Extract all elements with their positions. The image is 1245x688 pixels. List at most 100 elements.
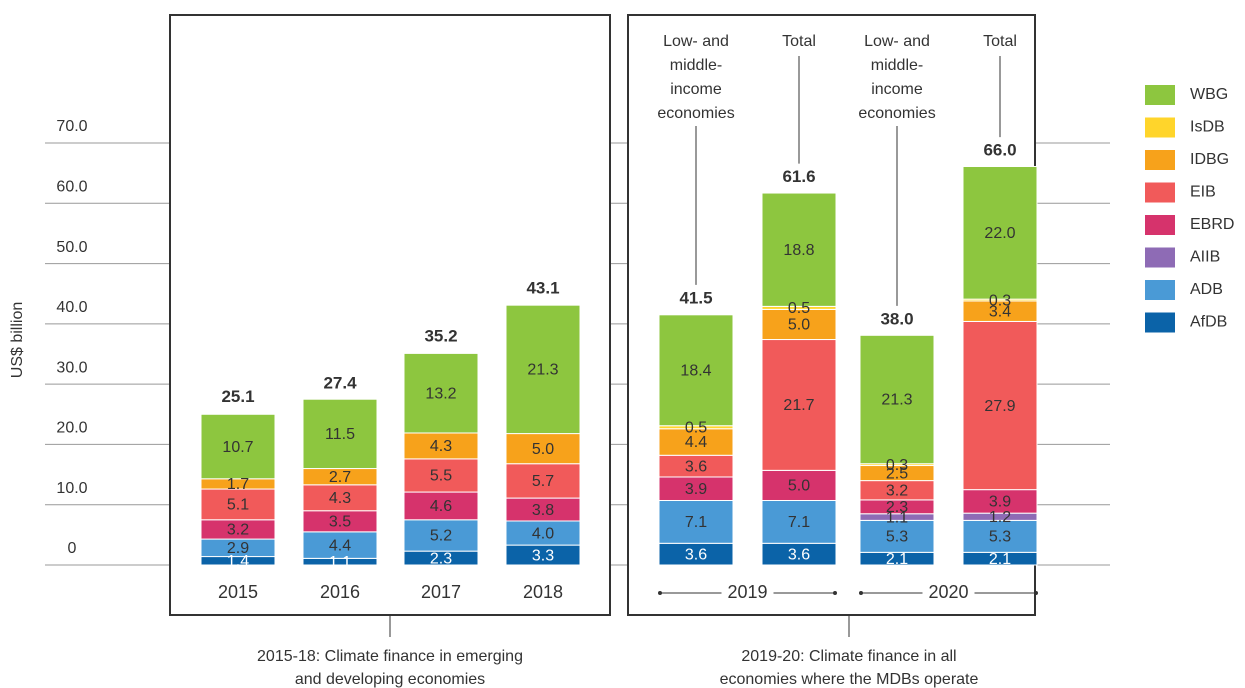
segment-label: 4.3 (329, 490, 351, 507)
segment-label: 18.8 (783, 242, 814, 259)
segment-label: 5.0 (788, 478, 810, 495)
total-label: 25.1 (221, 387, 254, 406)
bar-segment (859, 519, 935, 553)
segment-label: 0.5 (788, 300, 810, 317)
y-tick-label: 70.0 (56, 118, 87, 135)
segment-label: 1.2 (989, 509, 1011, 526)
bar-segment (658, 314, 734, 427)
bar-segment (200, 488, 276, 521)
bar-segment (761, 499, 837, 544)
x-tick-label: 2016 (320, 582, 360, 602)
segment-label: 1.4 (227, 553, 249, 570)
total-label: 61.6 (782, 167, 815, 186)
legend-label: WBG (1190, 86, 1228, 103)
legend-label: EIB (1190, 184, 1216, 201)
legend-swatch (1145, 182, 1175, 203)
segment-label: 10.7 (222, 439, 253, 456)
column-header-text: Low- and middle-income economies (657, 33, 735, 122)
segment-label: 21.3 (527, 362, 558, 379)
segment-label: 11.5 (325, 426, 355, 443)
segment-label: 18.4 (680, 362, 711, 379)
annotation: and developing economies (295, 671, 485, 688)
column-header-text: Total (782, 33, 816, 50)
segment-label: 3.2 (886, 482, 908, 499)
bar-segment (403, 352, 479, 434)
segment-label: 5.0 (788, 317, 810, 334)
legend-swatch (1145, 117, 1175, 138)
segment-label: 4.4 (329, 537, 351, 554)
total-label: 27.4 (323, 373, 357, 392)
segment-label: 4.3 (430, 438, 452, 455)
y-tick-label: 50.0 (56, 239, 87, 256)
legend-label: AfDB (1190, 314, 1227, 331)
bar-segment (962, 166, 1038, 300)
legend-label: ADB (1190, 281, 1223, 298)
legend-label: IDBG (1190, 151, 1229, 168)
segment-label: 3.9 (989, 494, 1011, 511)
segment-label: 7.1 (685, 514, 707, 531)
segment-label: 2.9 (227, 540, 249, 557)
bar-segment (658, 499, 734, 544)
segment-label: 2.7 (329, 469, 351, 486)
segment-label: 4.6 (430, 498, 452, 515)
total-label: 41.5 (679, 288, 712, 307)
column-header: Low- and middle-income economies (858, 33, 936, 122)
segment-label: 2.3 (886, 499, 908, 516)
total-label: 43.1 (526, 279, 559, 298)
bar-segment (658, 428, 734, 456)
segment-label: 4.0 (532, 525, 554, 542)
segment-label: 3.9 (685, 481, 707, 498)
segment-label: 1.1 (886, 509, 908, 526)
segment-label: 4.4 (685, 434, 707, 451)
y-tick-label: 30.0 (56, 359, 87, 376)
column-header-text: Low- and middle-income economies (858, 33, 936, 122)
segment-label: 2.3 (430, 550, 452, 567)
segment-label: 5.7 (532, 473, 554, 490)
segment-label: 5.2 (430, 528, 452, 545)
column-header-text: Total (983, 33, 1017, 50)
segment-label: 2.1 (989, 551, 1011, 568)
annotation: economies where the MDBs operate (720, 671, 979, 688)
bar-segment (761, 192, 837, 307)
bar-segment (505, 520, 581, 546)
segment-label: 5.3 (886, 529, 908, 546)
segment-label: 5.1 (227, 497, 249, 514)
y-tick-label: 0 (68, 540, 77, 557)
segment-label: 27.9 (984, 398, 1015, 415)
bar-segment (200, 413, 276, 480)
segment-label: 0.3 (989, 292, 1011, 309)
group-label: 2019 (727, 582, 767, 602)
legend-label: EBRD (1190, 216, 1234, 233)
column-header: Total (983, 33, 1017, 50)
bar-segment (505, 463, 581, 499)
segment-label: 1.1 (329, 554, 351, 571)
annotation: 2019-20: Climate finance in all (741, 648, 956, 665)
bar-segment (761, 339, 837, 471)
bar-segment (302, 398, 378, 470)
segment-label: 21.3 (881, 392, 912, 409)
segment-label: 7.1 (788, 514, 810, 531)
x-tick-label: 2018 (523, 582, 563, 602)
bar-segment (859, 334, 935, 465)
segment-label: 2.5 (886, 465, 908, 482)
segment-label: 13.2 (425, 385, 456, 402)
legend-swatch (1145, 150, 1175, 170)
y-axis-title: US$ billion (9, 302, 26, 378)
segment-label: 0.3 (886, 457, 908, 474)
y-tick-label: 10.0 (56, 480, 87, 497)
x-tick-label: 2017 (421, 582, 461, 602)
annotation: 2015-18: Climate finance in emerging (257, 648, 523, 665)
bar-segment (505, 433, 581, 465)
y-tick-label: 60.0 (56, 179, 87, 196)
segment-label: 3.4 (989, 303, 1011, 320)
y-tick-label: 40.0 (56, 299, 87, 316)
group-dot (658, 591, 662, 595)
total-label: 66.0 (983, 141, 1016, 160)
bar-segment (403, 519, 479, 552)
group-dot (1034, 591, 1038, 595)
segment-label: 3.5 (329, 514, 351, 531)
segment-label: 3.2 (227, 522, 249, 539)
segment-label: 5.5 (430, 468, 452, 485)
segment-label: 22.0 (984, 225, 1015, 242)
segment-label: 1.7 (227, 476, 249, 493)
